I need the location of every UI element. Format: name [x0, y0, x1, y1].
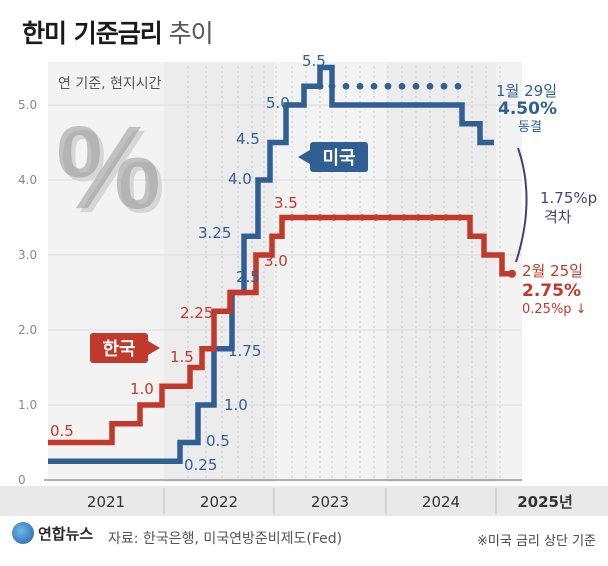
us-value-label: 0.5 — [206, 432, 230, 450]
y-axis: 0 1.0 2.0 3.0 4.0 5.0 — [18, 98, 522, 487]
unit-note: 연 기준, 현지시간 — [58, 76, 162, 92]
y-tick-label: 1.0 — [18, 398, 37, 412]
percent-decoration: % — [60, 106, 165, 238]
kr-meeting-dot — [344, 214, 352, 221]
series-lines — [48, 64, 512, 464]
us-meeting-dot — [316, 82, 324, 90]
series-line-kr — [48, 214, 512, 446]
footnote: ※미국 금리 상단 기준 — [477, 534, 596, 549]
kr-meeting-dot — [302, 214, 310, 221]
us-rate: 4.50% — [498, 99, 557, 119]
us-date: 1월 29일 — [496, 82, 557, 100]
source-text: 자료: 한국은행, 미국연방준비제도(Fed) — [108, 531, 343, 547]
vertical-gridlines — [187, 66, 501, 480]
kr-last-dot — [508, 269, 516, 278]
kr-value-label: 2.25 — [180, 304, 213, 322]
x-axis: 2021 2022 2023 2024 2025년 — [0, 486, 608, 516]
us-value-label: 1.75 — [228, 342, 261, 360]
us-meeting-dot — [398, 82, 406, 90]
us-meeting-dot — [426, 82, 434, 90]
kr-tag: 한국 — [90, 333, 160, 363]
us-value-label: 4.0 — [228, 170, 252, 188]
kr-rate: 2.75% — [522, 281, 581, 301]
year-label: 2022 — [200, 493, 238, 511]
kr-meeting-dot — [358, 214, 366, 221]
kr-meeting-dot — [456, 214, 464, 221]
value-labels: 0.25 0.5 1.0 1.75 2.5 3.25 4.0 4.5 5.0 5.5 0.5 1.0 1… — [50, 52, 326, 474]
kr-meeting-dot — [330, 214, 338, 221]
kr-tag-text: 한국 — [102, 339, 135, 360]
us-value-label: 4.5 — [236, 130, 260, 148]
y-tick-label: 4.0 — [18, 173, 37, 187]
us-meeting-dot — [356, 82, 364, 90]
logo: 연합뉴스 — [12, 522, 93, 544]
kr-value-label: 3.5 — [274, 194, 298, 212]
gap-brace — [515, 147, 528, 263]
us-tag-text: 미국 — [322, 148, 355, 169]
us-meeting-dot — [454, 82, 462, 90]
kr-meeting-dot — [414, 214, 422, 221]
kr-date: 2월 25일 — [522, 262, 583, 280]
y-tick-label: 2.0 — [18, 323, 37, 337]
kr-meeting-dot — [372, 214, 380, 221]
us-value-label: 5.0 — [266, 94, 290, 112]
kr-change: 0.25%p ↓ — [522, 302, 587, 317]
year-label: 2021 — [87, 493, 125, 511]
us-value-label: 1.0 — [224, 396, 248, 414]
us-meeting-dot — [370, 82, 378, 90]
y-tick-label: 3.0 — [18, 248, 37, 262]
series-line-us — [48, 64, 494, 464]
kr-value-label: 0.5 — [50, 422, 74, 440]
year-label: 2024 — [422, 493, 460, 511]
us-meeting-dot — [328, 82, 336, 90]
us-meeting-dot — [384, 82, 392, 90]
gap-value: 1.75%p — [540, 189, 597, 207]
us-status: 동결 — [518, 120, 542, 135]
kr-meeting-dot — [442, 214, 450, 221]
kr-meeting-dot — [288, 214, 296, 221]
gap-label: 격차 — [544, 208, 572, 226]
us-value-label: 0.25 — [184, 456, 217, 474]
y-tick-label: 5.0 — [18, 98, 37, 112]
us-tag: 미국 — [298, 142, 368, 172]
us-value-label: 3.25 — [198, 224, 231, 242]
us-value-label: 2.5 — [236, 268, 260, 286]
x-axis-band — [0, 486, 608, 516]
logo-text: 연합뉴스 — [38, 524, 94, 543]
year-label: 2023 — [311, 493, 349, 511]
kr-meeting-dot — [400, 214, 408, 221]
year-label: 2025년 — [517, 493, 573, 511]
chart-title: 한미 기준금리 추이 — [22, 19, 214, 48]
kr-value-label: 3.0 — [264, 252, 288, 270]
kr-value-label: 1.0 — [130, 380, 154, 398]
us-meeting-dot — [440, 82, 448, 90]
us-meeting-dot — [342, 82, 350, 90]
us-value-label: 5.5 — [302, 52, 326, 70]
series-dots — [288, 82, 516, 278]
kr-value-label: 1.5 — [170, 348, 194, 366]
y-tick-label: 0 — [18, 473, 26, 487]
percent-decoration-front: % — [56, 102, 161, 234]
us-meeting-dot — [412, 82, 420, 90]
logo-icon — [12, 522, 34, 544]
kr-meeting-dot — [386, 214, 394, 221]
kr-meeting-dot — [316, 214, 324, 221]
kr-meeting-dot — [428, 214, 436, 221]
